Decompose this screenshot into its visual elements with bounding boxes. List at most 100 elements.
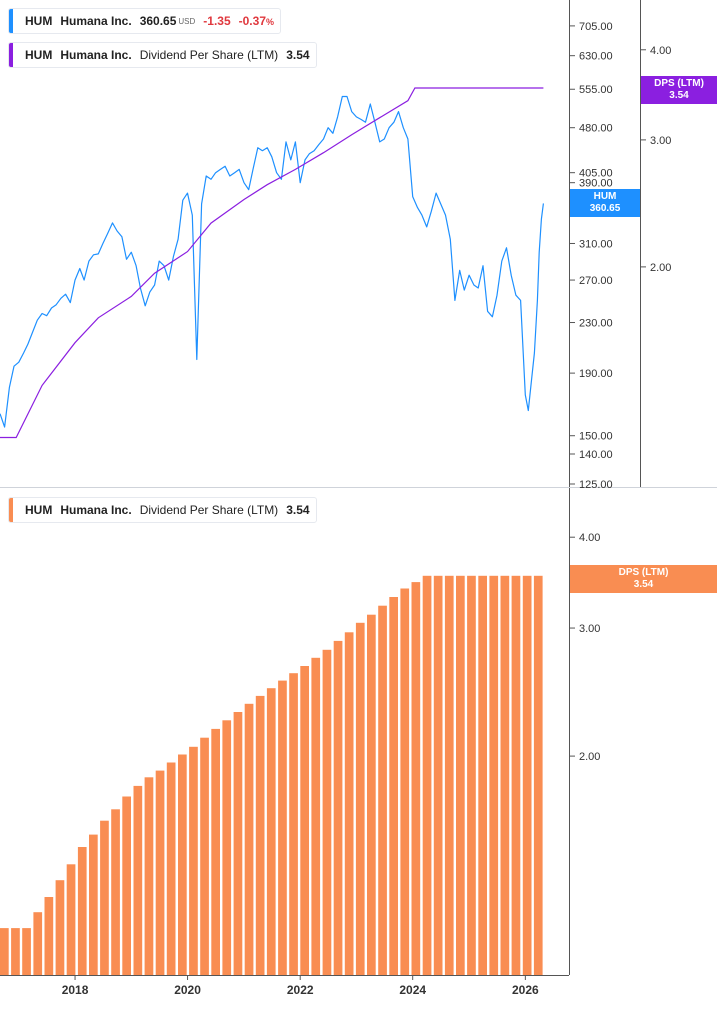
dps-bar[interactable] [522, 575, 532, 975]
dps-bar[interactable] [433, 575, 443, 975]
dps-bar[interactable] [22, 928, 31, 975]
dps-bar[interactable] [178, 754, 187, 976]
price-legend-change-pct: -0.37 [238, 14, 266, 28]
price-tick-label: 480.00 [579, 123, 613, 135]
dps-bar-tick-label: 2.00 [579, 751, 600, 763]
dps-bar[interactable] [222, 720, 232, 975]
dps-bar-legend[interactable]: HUM Humana Inc. Dividend Per Share (LTM)… [8, 497, 317, 523]
dps-line-legend-ticker: HUM [25, 48, 53, 62]
price-tick-label: 140.00 [579, 449, 613, 461]
dps-bar[interactable] [55, 880, 65, 975]
dps-line-legend-metric: Dividend Per Share (LTM) [139, 48, 279, 62]
price-legend[interactable]: HUM Humana Inc. 360.65 USD -1.35 -0.37% [8, 8, 282, 34]
dps-bar-legend-metric: Dividend Per Share (LTM) [139, 503, 279, 517]
dps-bar[interactable] [44, 897, 54, 975]
price-tick-label: 405.00 [579, 168, 613, 180]
dps-line[interactable] [0, 87, 544, 439]
dps-bar[interactable] [278, 680, 287, 975]
price-tick-label: 230.00 [579, 318, 613, 330]
price-tick-label: 390.00 [579, 178, 613, 190]
dps-line-legend[interactable]: HUM Humana Inc. Dividend Per Share (LTM)… [8, 42, 317, 68]
dps-bar[interactable] [122, 796, 131, 976]
dps-bar-tag: DPS (LTM) 3.54 [570, 565, 717, 593]
dps-bar[interactable] [300, 666, 309, 975]
price-tick-label: 190.00 [579, 368, 613, 380]
dps-bar[interactable] [456, 575, 465, 975]
dps-bar[interactable] [11, 928, 20, 975]
price-legend-currency: USD [178, 16, 196, 26]
dps-bar[interactable] [144, 777, 154, 975]
dps-bar[interactable] [289, 673, 298, 975]
year-tick-label: 2022 [287, 983, 314, 997]
dps-right-tick-label: 4.00 [650, 45, 671, 57]
dps-bar[interactable] [355, 622, 365, 975]
dps-bar[interactable] [77, 847, 87, 975]
dps-bar[interactable] [0, 928, 9, 975]
dps-bar[interactable] [389, 597, 398, 975]
dps-bar[interactable] [255, 695, 265, 975]
dps-bar[interactable] [333, 640, 343, 975]
dps-bar[interactable] [89, 834, 98, 975]
price-legend-company: Humana Inc. [60, 14, 132, 28]
dps-bar[interactable] [422, 575, 432, 975]
price-legend-change-pct-wrap: -0.37% [239, 14, 274, 28]
dps-bars-group [0, 575, 543, 976]
year-tick-label: 2026 [512, 983, 539, 997]
dps-bar[interactable] [400, 588, 410, 976]
dps-bar[interactable] [367, 614, 376, 975]
price-tag-value: 360.65 [589, 203, 621, 214]
price-tick-label: 555.00 [579, 84, 613, 96]
dps-bar[interactable] [478, 575, 487, 975]
price-tick-label: 150.00 [579, 431, 613, 443]
dps-bar[interactable] [411, 582, 421, 975]
dps-bar-tick-label: 3.00 [579, 623, 600, 635]
price-legend-price: 360.65 [139, 14, 177, 28]
price-tick-label: 705.00 [579, 21, 613, 33]
dps-bar-legend-swatch [9, 498, 13, 522]
dps-right-tick-label: 3.00 [650, 135, 671, 147]
price-line[interactable] [0, 95, 544, 428]
axes-group [0, 0, 717, 980]
dps-bar[interactable] [200, 737, 209, 975]
dps-bar[interactable] [467, 575, 476, 975]
dps-bar-tag-value: 3.54 [633, 579, 654, 590]
dps-bar[interactable] [211, 728, 220, 975]
dps-bar[interactable] [322, 649, 332, 975]
dps-bar[interactable] [444, 575, 454, 975]
dps-bar[interactable] [111, 809, 120, 975]
dps-bar[interactable] [166, 762, 176, 976]
dps-bar[interactable] [133, 785, 143, 975]
dps-bar-tick-label: 4.00 [579, 532, 600, 544]
dps-bar[interactable] [489, 575, 499, 975]
dps-bar-tag-label: DPS (LTM) [618, 567, 669, 578]
dps-bar[interactable] [533, 575, 543, 975]
price-tick-label: 630.00 [579, 51, 613, 63]
dps-bar[interactable] [155, 770, 165, 975]
dps-bar[interactable] [311, 657, 321, 975]
dps-bar[interactable] [66, 864, 76, 975]
dps-bar[interactable] [244, 703, 254, 975]
dps-bar[interactable] [100, 820, 109, 975]
price-tag: HUM 360.65 [570, 189, 640, 217]
dps-bar[interactable] [33, 912, 43, 975]
dps-bar[interactable] [189, 746, 198, 975]
dps-bar[interactable] [500, 575, 510, 975]
dps-bar[interactable] [511, 575, 521, 975]
dps-bar-legend-value: 3.54 [286, 503, 310, 517]
price-tick-label: 310.00 [579, 238, 613, 250]
price-tick-label: 125.00 [579, 479, 613, 491]
dps-bar[interactable] [266, 688, 276, 975]
dps-bar[interactable] [233, 712, 243, 975]
price-legend-swatch [9, 9, 13, 33]
year-tick-label: 2020 [174, 983, 201, 997]
dps-bar[interactable] [344, 632, 354, 975]
dps-line-legend-value: 3.54 [286, 48, 310, 62]
price-legend-pct-sign: % [266, 17, 275, 27]
price-legend-change: -1.35 [203, 14, 231, 28]
dps-line-tag-value: 3.54 [669, 90, 689, 101]
dps-bar-legend-company: Humana Inc. [60, 503, 132, 517]
dps-bar[interactable] [378, 605, 387, 975]
